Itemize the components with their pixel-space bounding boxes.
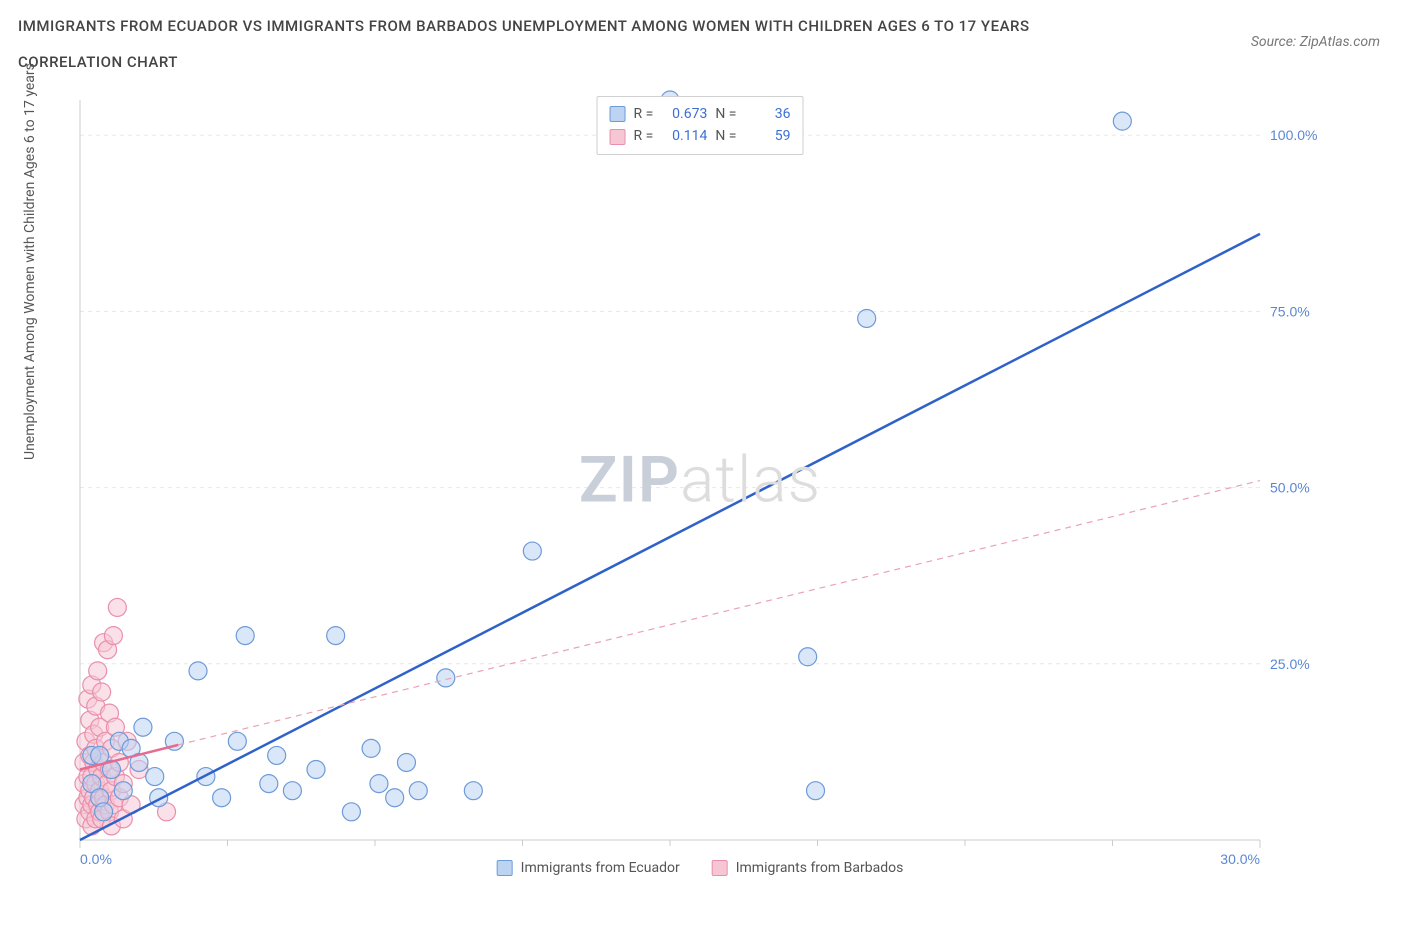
stats-legend: R = 0.673 N = 36 R = 0.114 N = 59 bbox=[597, 96, 804, 155]
svg-text:75.0%: 75.0% bbox=[1270, 303, 1310, 319]
header: IMMIGRANTS FROM ECUADOR VS IMMIGRANTS FR… bbox=[0, 0, 1406, 80]
stat-label-r: R = bbox=[634, 125, 654, 147]
stat-r-ecuador: 0.673 bbox=[661, 103, 707, 125]
source-attribution: Source: ZipAtlas.com bbox=[1251, 34, 1380, 50]
bottom-legend: Immigrants from Ecuador Immigrants from … bbox=[497, 860, 904, 876]
stats-row-barbados: R = 0.114 N = 59 bbox=[610, 125, 791, 147]
stat-label-r: R = bbox=[634, 103, 654, 125]
legend-label-barbados: Immigrants from Barbados bbox=[736, 860, 904, 876]
stat-n-ecuador: 36 bbox=[744, 103, 790, 125]
swatch-barbados-icon bbox=[712, 860, 728, 876]
svg-text:50.0%: 50.0% bbox=[1270, 480, 1310, 496]
legend-item-ecuador: Immigrants from Ecuador bbox=[497, 860, 680, 876]
scatter-plot: 25.0% 50.0% 75.0% 100.0% 0.0% 30.0% bbox=[70, 90, 1330, 870]
stat-label-n: N = bbox=[715, 125, 736, 147]
svg-text:30.0%: 30.0% bbox=[1220, 851, 1260, 867]
stat-n-barbados: 59 bbox=[744, 125, 790, 147]
svg-text:0.0%: 0.0% bbox=[80, 851, 112, 867]
chart-title: IMMIGRANTS FROM ECUADOR VS IMMIGRANTS FR… bbox=[18, 8, 1118, 80]
svg-text:100.0%: 100.0% bbox=[1270, 127, 1317, 143]
chart-area: 25.0%50.0%75.0%100.0%0.0%30.0% ZIPatlas … bbox=[70, 90, 1330, 870]
y-axis-label: Unemployment Among Women with Children A… bbox=[22, 63, 38, 460]
stats-row-ecuador: R = 0.673 N = 36 bbox=[610, 103, 791, 125]
swatch-ecuador-icon bbox=[497, 860, 513, 876]
legend-item-barbados: Immigrants from Barbados bbox=[712, 860, 904, 876]
stat-r-barbados: 0.114 bbox=[661, 125, 707, 147]
swatch-ecuador-icon bbox=[610, 106, 626, 122]
stat-label-n: N = bbox=[715, 103, 736, 125]
svg-text:25.0%: 25.0% bbox=[1270, 656, 1310, 672]
swatch-barbados-icon bbox=[610, 129, 626, 145]
legend-label-ecuador: Immigrants from Ecuador bbox=[521, 860, 680, 876]
